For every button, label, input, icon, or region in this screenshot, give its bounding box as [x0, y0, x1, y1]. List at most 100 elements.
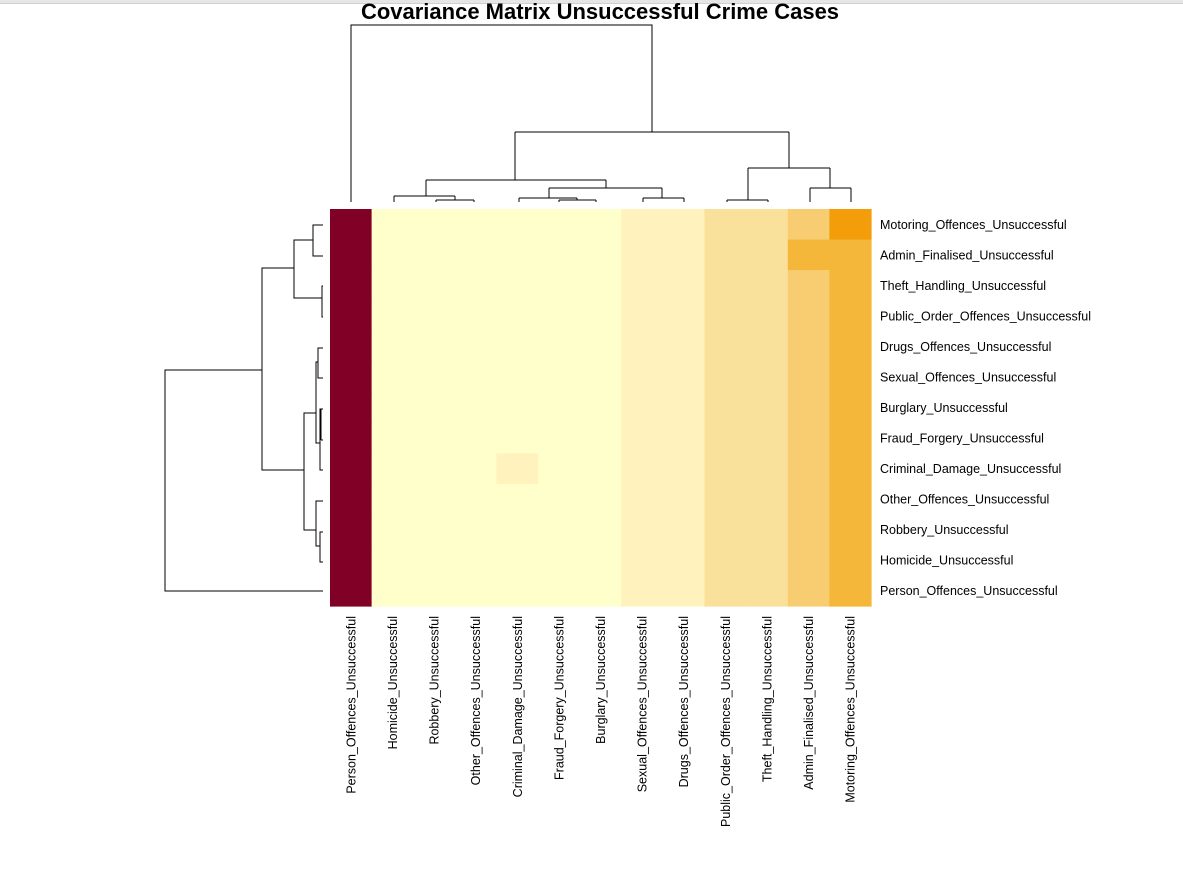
heatmap-cell [829, 483, 872, 515]
heatmap-cell [787, 422, 830, 454]
heatmap-cell [538, 483, 581, 515]
heatmap-cell [413, 575, 456, 607]
row-label: Drugs_Offences_Unsuccessful [880, 340, 1051, 354]
heatmap-cell [746, 422, 789, 454]
column-label: Drugs_Offences_Unsuccessful [677, 616, 691, 787]
heatmap-cell [538, 361, 581, 393]
heatmap-cell [662, 544, 706, 577]
heatmap-cell [454, 331, 498, 363]
row-label: Burglary_Unsuccessful [880, 401, 1008, 415]
heatmap-cell [538, 270, 581, 302]
heatmap-cell [579, 422, 622, 454]
heatmap-cell [746, 453, 789, 485]
heatmap-cell [496, 422, 539, 454]
heatmap-cell [496, 575, 539, 607]
heatmap-cell [330, 422, 373, 454]
heatmap-cell [621, 422, 664, 454]
column-label: Robbery_Unsuccessful [428, 616, 442, 745]
column-label: Public_Order_Offences_Unsuccessful [719, 616, 733, 827]
heatmap-cell [496, 331, 539, 363]
heatmap-cell [787, 514, 830, 546]
column-label: Admin_Finalised_Unsuccessful [802, 616, 816, 790]
heatmap-cell [538, 209, 581, 241]
heatmap-cell [413, 483, 456, 515]
column-labels: Person_Offences_Unsuccessful Homicide_Uns… [344, 616, 857, 827]
heatmap-cell [496, 544, 539, 577]
heatmap-cell [746, 361, 789, 393]
heatmap-cell [330, 361, 373, 393]
heatmap-cell [454, 544, 498, 577]
heatmap-cell [538, 544, 581, 577]
heatmap-cell [496, 483, 539, 515]
heatmap-cell [496, 300, 539, 332]
heatmap-cell [746, 270, 789, 302]
heatmap-cell [746, 544, 789, 577]
heatmap-cell [579, 361, 622, 393]
row-dendrogram [164, 224, 323, 592]
heatmap-cell [621, 361, 664, 393]
heatmap-cell [704, 300, 747, 332]
heatmap-cell [787, 361, 830, 393]
heatmap-cell [454, 270, 498, 302]
heatmap-cell [829, 453, 872, 485]
heatmap-cell [496, 361, 539, 393]
heatmap-cell [662, 239, 706, 271]
heatmap-cell [413, 331, 456, 363]
heatmap-cell [579, 270, 622, 302]
heatmap-cell [454, 514, 498, 546]
heatmap-cell [662, 270, 706, 302]
heatmap-cell [746, 514, 789, 546]
heatmap-cell [371, 392, 414, 424]
heatmap-cell [704, 331, 747, 363]
heatmap-cell [704, 361, 747, 393]
heatmap-cell [538, 514, 581, 546]
heatmap-cell [579, 453, 622, 485]
heatmap-cell [829, 331, 872, 363]
heatmap-cell [454, 392, 498, 424]
heatmap-cell [746, 483, 789, 515]
heatmap-cell [454, 300, 498, 332]
heatmap-cell [787, 544, 830, 577]
heatmap-cell [413, 209, 456, 241]
heatmap-cell [413, 270, 456, 302]
heatmap-cell [371, 514, 414, 546]
row-label: Fraud_Forgery_Unsuccessful [880, 432, 1044, 446]
column-label: Theft_Handling_Unsuccessful [760, 616, 774, 782]
heatmap-cell [746, 392, 789, 424]
heatmap-cell [371, 209, 414, 241]
column-label: Criminal_Damage_Unsuccessful [511, 616, 525, 797]
heatmap-cell [787, 392, 830, 424]
heatmap-cell [371, 331, 414, 363]
heatmap-cell [371, 300, 414, 332]
heatmap-cell [579, 209, 622, 241]
heatmap-cell [621, 331, 664, 363]
heatmap-cell [704, 575, 747, 607]
heatmap-cell [829, 270, 872, 302]
heatmap-cell [330, 209, 373, 241]
heatmap-cell [829, 575, 872, 607]
heatmap-cell [704, 453, 747, 485]
heatmap-cell [371, 361, 414, 393]
heatmap-cell [538, 300, 581, 332]
heatmap-cell [621, 514, 664, 546]
heatmap-cell [538, 392, 581, 424]
row-label: Robbery_Unsuccessful [880, 523, 1009, 537]
heatmap-cells [330, 209, 872, 607]
heatmap-cell [621, 453, 664, 485]
heatmap-cell [330, 544, 373, 577]
heatmap-cell [413, 239, 456, 271]
heatmap-cell [579, 544, 622, 577]
heatmap-cell [496, 270, 539, 302]
heatmap-cell [371, 483, 414, 515]
heatmap-cell [579, 514, 622, 546]
column-label: Burglary_Unsuccessful [594, 616, 608, 744]
heatmap-cell [454, 361, 498, 393]
heatmap-cell [454, 575, 498, 607]
heatmap-cell [371, 453, 414, 485]
heatmap-cell [454, 209, 498, 241]
heatmap-cell [579, 575, 622, 607]
column-dendrogram [350, 24, 852, 202]
heatmap-cell [829, 239, 872, 271]
row-label: Theft_Handling_Unsuccessful [880, 279, 1046, 293]
